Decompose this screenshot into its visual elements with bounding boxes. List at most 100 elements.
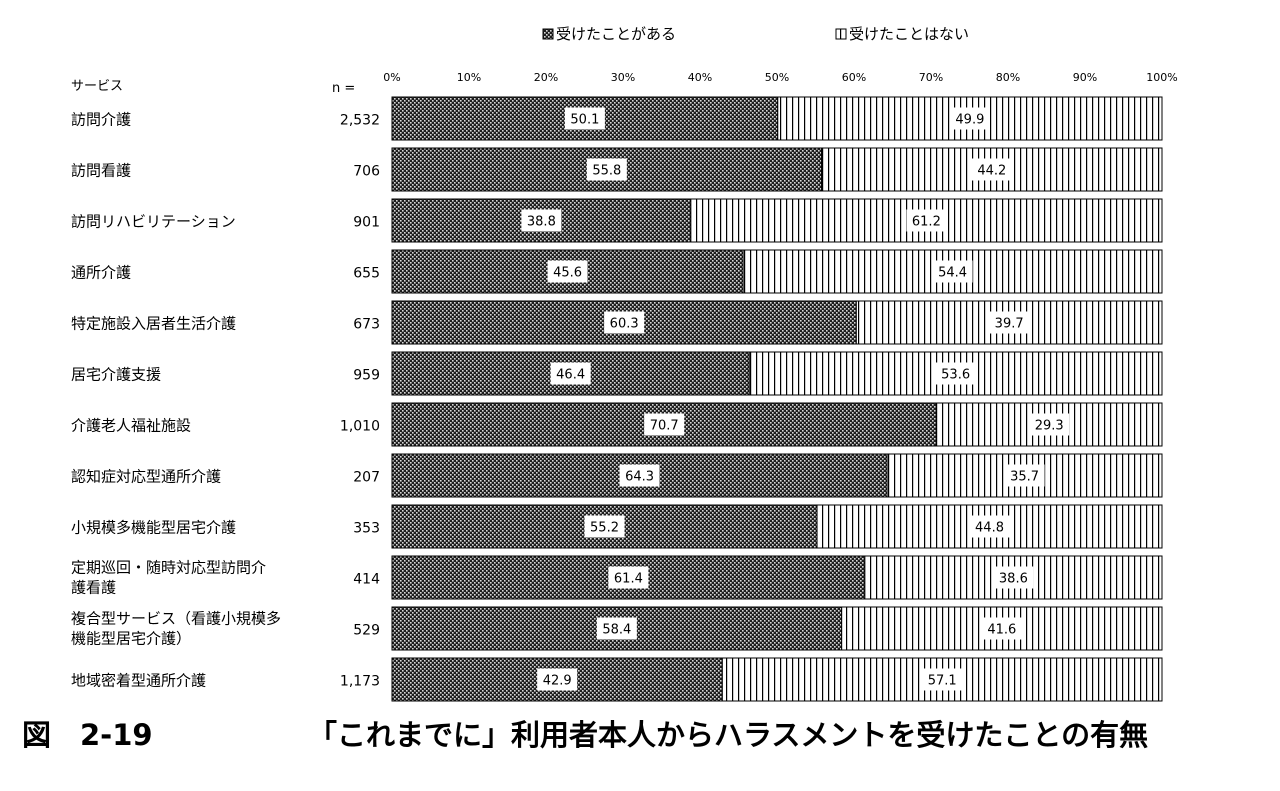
data-label: 61.2 (912, 215, 941, 230)
n-value: 959 (353, 368, 380, 384)
category-label: 定期巡回・随時対応型訪問介護看護 (71, 559, 266, 597)
x-tick-label: 20% (534, 71, 558, 84)
category-header: サービス (71, 79, 123, 94)
category-label: 訪問看護 (71, 162, 131, 180)
category-label: 訪問介護 (71, 111, 131, 129)
data-label-box (596, 617, 637, 640)
data-label-box (586, 158, 627, 181)
category-label-line: 特定施設入居者生活介護 (71, 315, 236, 333)
data-label-box (604, 311, 645, 334)
data-label-box (619, 464, 660, 487)
category-label-line: 訪問看護 (71, 162, 131, 180)
figure-number: 図 2-19 (22, 718, 153, 752)
data-label-box (550, 362, 591, 385)
data-label-box (1004, 464, 1045, 487)
data-label: 61.4 (614, 572, 643, 587)
category-label-line: 認知症対応型通所介護 (71, 468, 221, 486)
data-label: 44.2 (977, 164, 1006, 179)
data-label-box (922, 668, 963, 691)
data-label: 44.8 (975, 521, 1004, 536)
category-label: 通所介護 (71, 264, 131, 282)
data-label-box (949, 107, 990, 130)
figure-caption: 図 2-19 「これまでに」利用者本人からハラスメントを受けたことの有無 (22, 712, 1262, 756)
category-label-line: 訪問リハビリテーション (71, 213, 236, 231)
data-label-box (564, 107, 605, 130)
category-label-line: 居宅介護支援 (71, 366, 161, 384)
data-label: 53.6 (941, 368, 970, 383)
n-value: 1,173 (340, 674, 380, 690)
category-label-line: 定期巡回・随時対応型訪問介 (71, 559, 266, 577)
data-label: 46.4 (556, 368, 585, 383)
bar-segment-not-experienced (935, 402, 1163, 447)
data-label: 50.1 (570, 113, 599, 128)
data-label: 55.2 (590, 521, 619, 536)
x-tick-label: 70% (919, 71, 943, 84)
n-header: n = (332, 81, 355, 96)
data-label-box (971, 158, 1012, 181)
data-label: 38.8 (527, 215, 556, 230)
x-tick-label: 40% (688, 71, 712, 84)
legend-swatch (542, 28, 554, 40)
data-label: 57.1 (928, 674, 957, 689)
x-tick-label: 10% (457, 71, 481, 84)
data-label: 45.6 (553, 266, 582, 281)
data-label-box (608, 566, 649, 589)
data-label-box (547, 260, 588, 283)
stacked-bar-chart: 受けたことがある 受けたことはない サービス n = 0% 10% 20% 30% 40% 5… (71, 25, 1178, 702)
data-label: 41.6 (987, 623, 1016, 638)
x-tick-label: 30% (611, 71, 635, 84)
data-label: 58.4 (602, 623, 631, 638)
data-label-box (989, 311, 1030, 334)
category-label-line: 複合型サービス（看護小規模多 (71, 610, 281, 628)
x-tick-label: 90% (1073, 71, 1097, 84)
legend-swatch (835, 28, 847, 40)
legend-entry: 受けたことはない (849, 25, 969, 43)
data-label-box (521, 209, 562, 232)
n-value: 655 (353, 266, 380, 282)
category-label-line: 小規模多機能型居宅介護 (71, 519, 236, 537)
category-label: 介護老人福祉施設 (71, 417, 191, 435)
x-tick-label: 60% (842, 71, 866, 84)
x-tick-label: 50% (765, 71, 789, 84)
bar-segment-not-experienced (841, 606, 1163, 651)
category-label: 特定施設入居者生活介護 (71, 315, 236, 333)
legend-entry: 受けたことがある (556, 25, 676, 43)
data-label: 54.4 (938, 266, 967, 281)
data-label: 55.8 (592, 164, 621, 179)
data-label: 42.9 (543, 674, 572, 689)
n-value: 414 (353, 572, 380, 588)
data-label-box (1029, 413, 1070, 436)
x-tick-label: 0% (383, 71, 400, 84)
x-tick-label: 80% (996, 71, 1020, 84)
category-label-line: 地域密着型通所介護 (71, 672, 206, 690)
category-label: 認知症対応型通所介護 (71, 468, 221, 486)
category-label: 地域密着型通所介護 (71, 672, 206, 690)
category-label: 訪問リハビリテーション (71, 213, 236, 231)
category-label-line: 訪問介護 (71, 111, 131, 129)
data-label-box (932, 260, 973, 283)
data-label: 70.7 (650, 419, 679, 434)
data-label-box (993, 566, 1034, 589)
n-value: 207 (353, 470, 380, 486)
data-label-box (981, 617, 1022, 640)
data-label: 60.3 (610, 317, 639, 332)
data-label-box (906, 209, 947, 232)
data-label-box (644, 413, 685, 436)
data-label: 29.3 (1035, 419, 1064, 434)
category-label-line: 護看護 (71, 579, 116, 597)
n-value: 353 (353, 521, 380, 537)
x-tick-label: 100% (1146, 71, 1177, 84)
n-value: 673 (353, 317, 380, 333)
n-value: 706 (353, 164, 380, 180)
n-value: 901 (353, 215, 380, 231)
data-label-box (969, 515, 1010, 538)
category-label-line: 介護老人福祉施設 (71, 417, 191, 435)
data-label: 64.3 (625, 470, 654, 485)
data-label: 38.6 (999, 572, 1028, 587)
bar-segment-not-experienced (742, 249, 1163, 294)
data-label-box (935, 362, 976, 385)
n-value: 1,010 (340, 419, 380, 435)
data-label: 39.7 (995, 317, 1024, 332)
data-label: 49.9 (955, 113, 984, 128)
figure-title: 「これまでに」利用者本人からハラスメントを受けたことの有無 (308, 718, 1149, 752)
